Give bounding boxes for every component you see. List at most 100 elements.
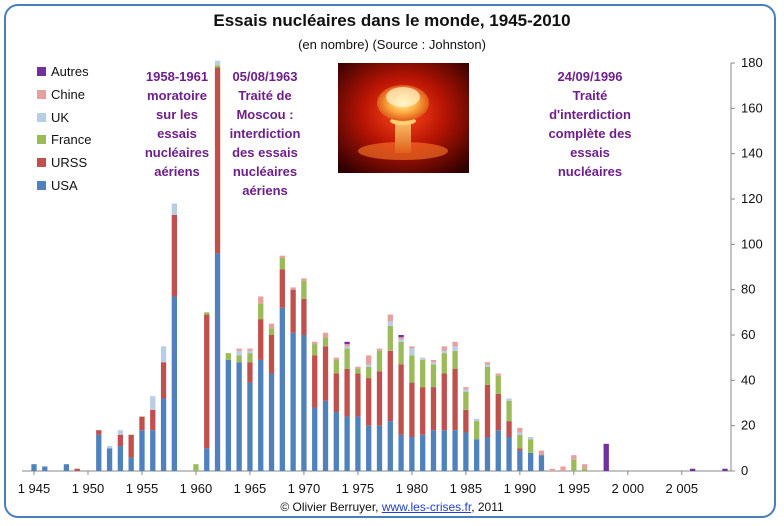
bar-segment-uk-1964	[236, 350, 242, 356]
bar-segment-uk-1981	[420, 357, 426, 360]
bar-segment-usa-1980	[409, 437, 415, 471]
bar-segment-urss-1978	[387, 350, 393, 422]
bar-segment-urss-1958	[171, 214, 178, 297]
bar-segment-chine-1977	[376, 348, 383, 351]
bar-segment-uk-1956	[150, 396, 156, 410]
bar-segment-usa-1974	[344, 416, 350, 471]
bar-segment-uk-1979	[398, 339, 404, 342]
y-tick-label: 120	[741, 191, 763, 206]
bar-segment-usa-1983	[441, 430, 447, 471]
bar-segment-france-1962	[214, 65, 221, 68]
bar-segment-chine-1973	[333, 357, 339, 360]
bar-segment-uk-1983	[441, 350, 447, 354]
mushroom-cloud-photo	[338, 63, 469, 173]
bar-segment-urss-1984	[452, 369, 458, 431]
x-tick-label: 1 945	[18, 481, 51, 496]
bar-segment-urss-1965	[247, 362, 253, 383]
legend-swatch	[37, 112, 46, 122]
bar-segment-france-1963	[225, 353, 231, 360]
bar-segment-chine-1980	[409, 346, 415, 349]
legend-item-chine: Chine	[37, 87, 147, 103]
footer-link[interactable]: www.les-crises.fr	[381, 500, 472, 514]
bar-segment-urss-1966	[258, 319, 264, 360]
bar-segment-chine-1988	[495, 373, 501, 376]
bar-segment-urss-1973	[333, 373, 339, 413]
bar-segment-usa-1991	[528, 452, 534, 471]
bar-segment-uk-1989	[506, 398, 512, 401]
x-tick-label: 1 995	[558, 481, 591, 496]
bar-segment-usa-1964	[236, 362, 242, 471]
bar-segment-france-1975	[355, 369, 361, 374]
bar-segment-urss-1970	[301, 298, 307, 335]
bar-segment-uk-1990	[517, 432, 523, 435]
bar-segment-chine-1974	[344, 344, 350, 347]
bar-segment-chine-1970	[301, 278, 307, 281]
bar-segment-france-1978	[387, 325, 393, 351]
bar-segment-chine-1971	[312, 341, 318, 345]
annotation-moscow-treaty: 05/08/1963 Traité de Moscou : interdicti…	[229, 69, 301, 198]
bar-segment-france-1970	[301, 280, 307, 299]
bar-segment-france-1977	[376, 350, 383, 372]
bar-segment-france-1987	[484, 366, 491, 385]
footer-suffix: , 2011	[471, 500, 504, 514]
bar-segment-usa-1986	[474, 439, 480, 471]
footer-credit: © Olivier Berruyer, www.les-crises.fr, 2…	[0, 500, 784, 514]
bar-segment-uk-1987	[484, 364, 491, 367]
bar-segment-chine-1968	[279, 255, 285, 258]
legend-item-usa: USA	[37, 178, 147, 194]
bar-segment-chine-1978	[387, 314, 393, 322]
bar-segment-uk-1991	[528, 437, 534, 440]
bar-segment-usa-1952	[106, 448, 113, 471]
bar-segment-france-1973	[333, 359, 339, 374]
x-tick-label: 1 990	[504, 481, 537, 496]
bar-segment-chine-1990	[517, 427, 523, 433]
bar-segment-france-1989	[506, 400, 512, 422]
y-tick-label: 180	[741, 55, 763, 70]
x-tick-label: 2 005	[666, 481, 699, 496]
bar-segment-urss-1983	[441, 373, 447, 431]
bar-segment-uk-1978	[387, 321, 393, 326]
legend-item-uk: UK	[37, 110, 147, 126]
legend-label: USA	[51, 178, 78, 193]
bar-segment-usa-1962	[214, 253, 221, 471]
bar-segment-france-1984	[452, 350, 458, 369]
bar-segment-urss-1977	[376, 371, 383, 426]
bar-segment-usa-1989	[506, 437, 512, 471]
bar-segment-usa-1951	[96, 434, 102, 471]
bar-segment-chine-1985	[463, 387, 469, 390]
x-tick-label: 1 970	[288, 481, 321, 496]
bar-segment-urss-1987	[484, 384, 491, 437]
bar-segment-urss-1962	[214, 67, 221, 254]
bar-segment-france-1961	[204, 312, 210, 315]
bar-segment-chine-1983	[441, 346, 447, 351]
bar-segment-urss-1976	[366, 378, 372, 426]
bar-segment-chine-1972	[322, 332, 329, 338]
bar-segment-france-1988	[495, 375, 501, 394]
bar-segment-usa-1977	[376, 425, 383, 471]
bar-segment-usa-1966	[258, 359, 264, 471]
x-tick-label: 1 960	[180, 481, 213, 496]
bar-segment-urss-1969	[290, 289, 296, 333]
y-tick-label: 40	[741, 372, 755, 387]
bar-segment-urss-1956	[150, 409, 156, 431]
bar-segment-urss-1949	[74, 468, 80, 471]
bar-segment-urss-1981	[420, 387, 426, 435]
bar-segment-france-1968	[279, 257, 285, 270]
bar-segment-usa-1946	[42, 466, 48, 471]
bar-segment-uk-1986	[474, 418, 480, 422]
bar-segment-urss-1974	[344, 369, 350, 417]
x-tick-label: 1 975	[342, 481, 375, 496]
y-tick-label: 20	[741, 418, 755, 433]
bar-segment-france-1982	[430, 364, 437, 388]
bar-segment-usa-1984	[452, 430, 458, 471]
bar-segment-usa-1957	[160, 398, 167, 471]
legend-label: Chine	[51, 86, 85, 102]
bar-segment-urss-1955	[139, 416, 145, 431]
bar-segment-chine-1995	[571, 455, 577, 460]
footer-prefix: © Olivier Berruyer,	[280, 500, 382, 514]
x-tick-label: 1 965	[234, 481, 267, 496]
legend-item-france: France	[37, 132, 147, 148]
bar-segment-urss-1951	[96, 430, 102, 435]
bar-segment-france-1976	[366, 366, 372, 379]
bar-segment-chine-1975	[355, 366, 361, 369]
